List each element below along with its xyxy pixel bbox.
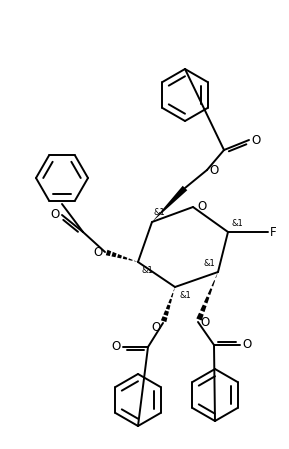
Text: &1: &1 — [179, 291, 191, 300]
Polygon shape — [152, 186, 187, 222]
Text: O: O — [197, 201, 206, 214]
Polygon shape — [161, 316, 167, 322]
Polygon shape — [134, 260, 138, 262]
Text: &1: &1 — [203, 259, 215, 268]
Text: O: O — [209, 163, 218, 176]
Text: O: O — [200, 316, 209, 329]
Polygon shape — [117, 254, 122, 259]
Text: O: O — [152, 321, 161, 334]
Polygon shape — [128, 258, 133, 261]
Text: O: O — [94, 246, 103, 259]
Text: &1: &1 — [141, 266, 153, 275]
Polygon shape — [196, 313, 204, 321]
Text: F: F — [270, 225, 277, 238]
Polygon shape — [200, 304, 207, 312]
Polygon shape — [208, 288, 212, 295]
Polygon shape — [173, 287, 175, 291]
Polygon shape — [212, 280, 215, 286]
Polygon shape — [166, 304, 171, 310]
Polygon shape — [106, 250, 111, 256]
Polygon shape — [123, 256, 127, 260]
Text: O: O — [112, 340, 121, 353]
Polygon shape — [112, 252, 116, 257]
Polygon shape — [215, 272, 218, 278]
Text: O: O — [51, 208, 60, 221]
Text: &1: &1 — [154, 208, 166, 217]
Polygon shape — [171, 293, 173, 298]
Text: O: O — [242, 339, 251, 352]
Polygon shape — [168, 299, 172, 304]
Text: O: O — [251, 133, 260, 146]
Polygon shape — [163, 310, 169, 316]
Polygon shape — [204, 296, 210, 304]
Text: &1: &1 — [231, 219, 243, 228]
